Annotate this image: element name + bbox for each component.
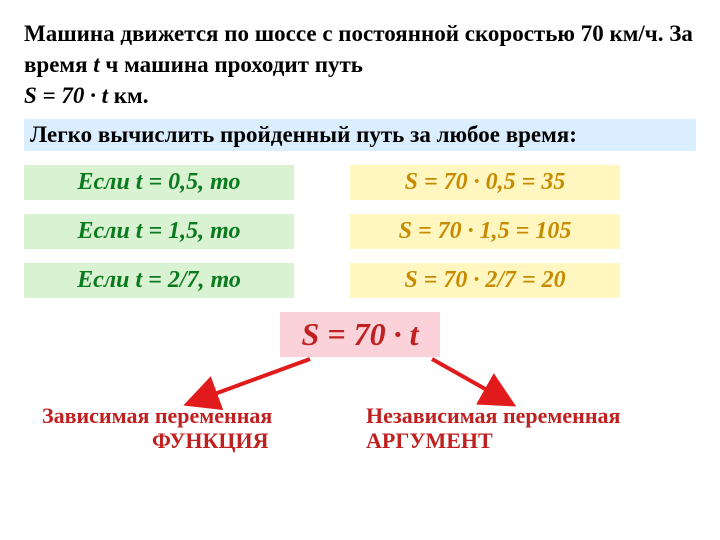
intro-text-2: ч машина проходит путь <box>100 52 363 77</box>
arrow-left-icon <box>190 359 310 403</box>
blue-heading: Легко вычислить пройденный путь за любое… <box>24 119 696 151</box>
cell-result: S = 70 · 0,5 = 35 <box>350 165 620 200</box>
intro-text-3: км. <box>108 83 148 108</box>
intro-formula: S = 70 · t <box>24 83 108 108</box>
arrow-right-icon <box>432 359 510 403</box>
main-formula: S = 70 · t <box>280 312 441 357</box>
label-independent-l2: АРГУМЕНТ <box>366 428 686 453</box>
formula-area: S = 70 · t Зависимая переменная ФУНКЦИЯ … <box>24 312 696 454</box>
example-rows: Если t = 0,5, то S = 70 · 0,5 = 35 Если … <box>24 165 696 298</box>
arrows-svg <box>0 355 720 415</box>
slide: Машина движется по шоссе с постоянной ск… <box>0 0 720 540</box>
cell-result: S = 70 · 2/7 = 20 <box>350 263 620 298</box>
example-row: Если t = 1,5, то S = 70 · 1,5 = 105 <box>24 214 696 249</box>
label-dependent-l2: ФУНКЦИЯ <box>42 428 362 453</box>
arrows <box>24 355 696 405</box>
cell-condition: Если t = 2/7, то <box>24 263 294 298</box>
cell-condition: Если t = 1,5, то <box>24 214 294 249</box>
cell-condition: Если t = 0,5, то <box>24 165 294 200</box>
example-row: Если t = 0,5, то S = 70 · 0,5 = 35 <box>24 165 696 200</box>
example-row: Если t = 2/7, то S = 70 · 2/7 = 20 <box>24 263 696 298</box>
intro-paragraph: Машина движется по шоссе с постоянной ск… <box>24 18 696 111</box>
cell-result: S = 70 · 1,5 = 105 <box>350 214 620 249</box>
